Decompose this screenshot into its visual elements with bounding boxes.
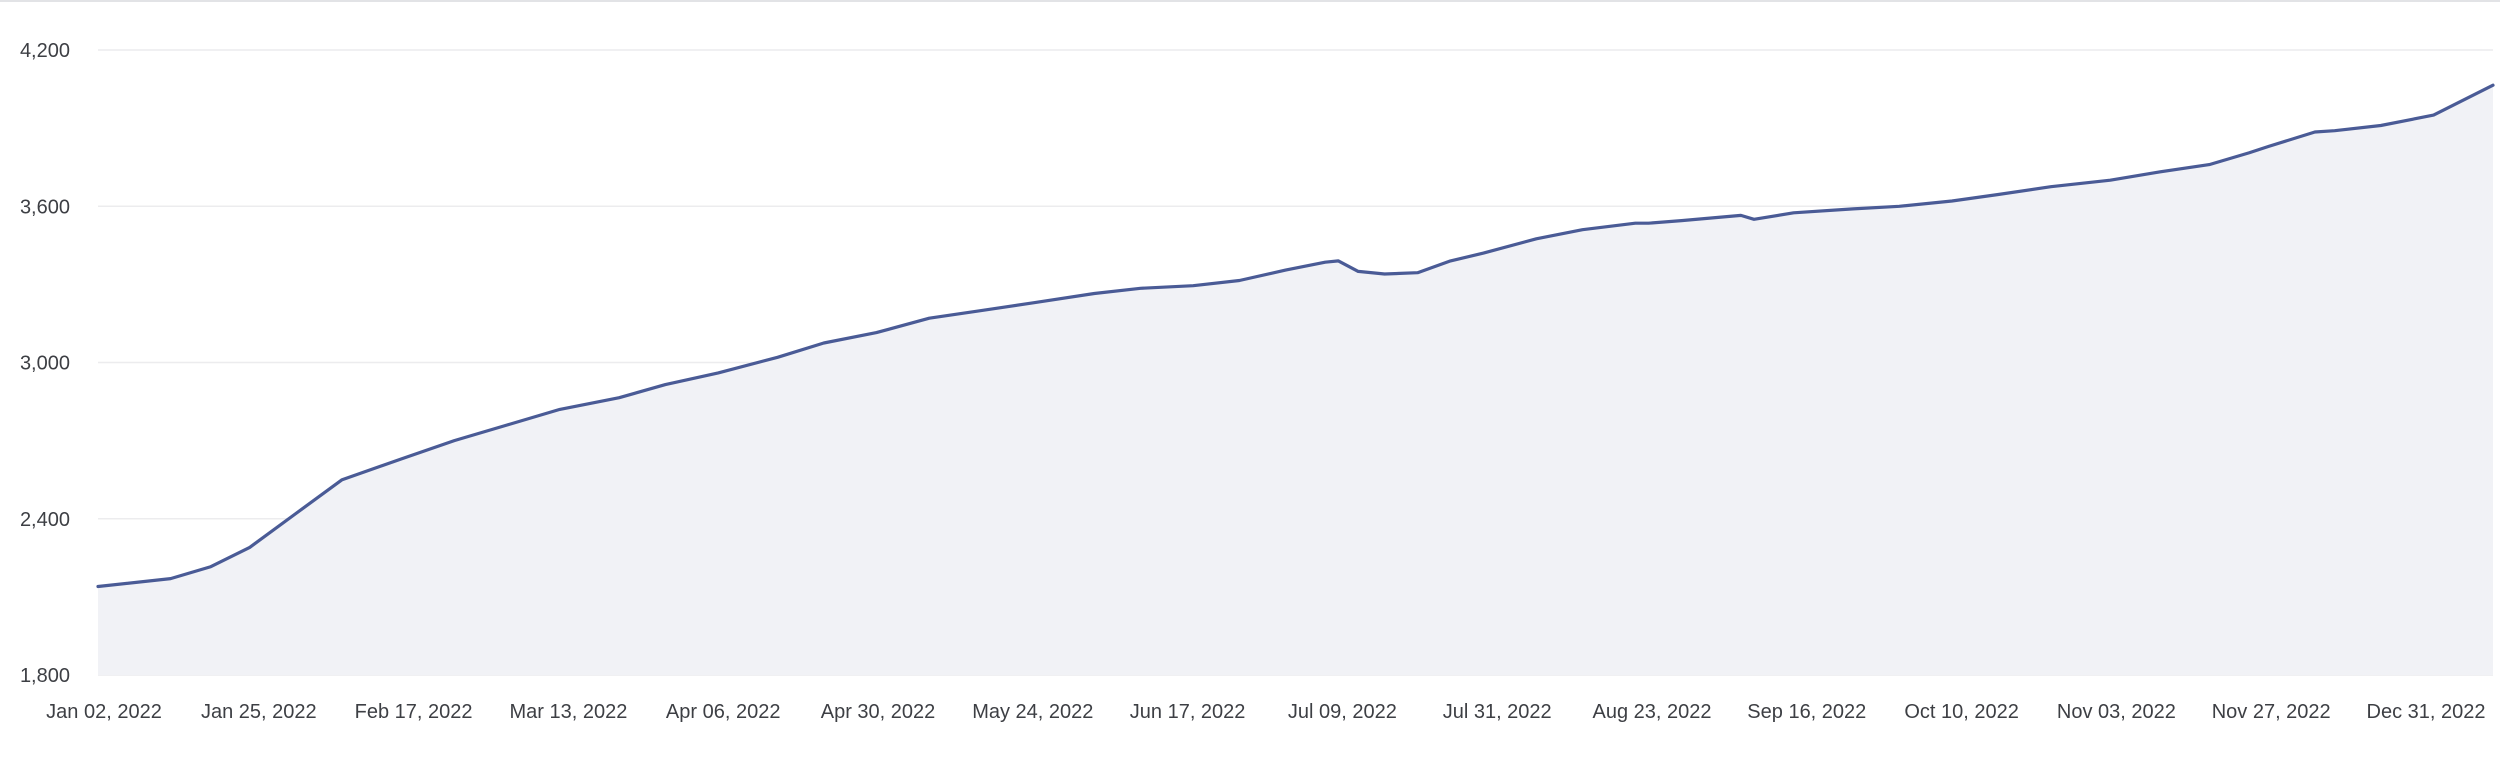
x-tick-label: Dec 31, 2022	[2367, 701, 2486, 723]
series-line	[96, 83, 2495, 589]
x-tick-label: Jan 02, 2022	[46, 701, 162, 723]
x-tick-label: Jun 17, 2022	[1130, 701, 1246, 723]
x-axis: Jan 02, 2022 Jan 25, 2022 Feb 17, 2022 Mar …	[46, 701, 2485, 723]
x-tick-label: Apr 06, 2022	[666, 701, 781, 723]
top-border	[0, 0, 2500, 2]
series-area	[98, 85, 2493, 675]
x-tick-label: Nov 03, 2022	[2057, 701, 2176, 723]
area-fill	[98, 85, 2493, 675]
y-tick-label: 2,400	[20, 509, 70, 531]
y-tick-label: 4,200	[20, 40, 70, 62]
series-line-path	[96, 83, 2495, 589]
y-axis: 1,800 2,400 3,000 3,600 4,200	[20, 40, 70, 687]
x-tick-label: Jul 09, 2022	[1288, 701, 1397, 723]
x-tick-label: Mar 13, 2022	[509, 701, 627, 723]
x-tick-label: Jan 25, 2022	[201, 701, 317, 723]
x-tick-label: Apr 30, 2022	[821, 701, 936, 723]
x-tick-label: Sep 16, 2022	[1747, 701, 1866, 723]
y-tick-label: 3,000	[20, 353, 70, 375]
x-tick-label: Nov 27, 2022	[2212, 701, 2331, 723]
y-tick-label: 1,800	[20, 665, 70, 687]
x-tick-label: Aug 23, 2022	[1593, 701, 1712, 723]
x-tick-label: Jul 31, 2022	[1443, 701, 1552, 723]
y-tick-label: 3,600	[20, 196, 70, 218]
x-tick-label: May 24, 2022	[972, 701, 1093, 723]
x-tick-label: Feb 17, 2022	[355, 701, 473, 723]
x-tick-label: Oct 10, 2022	[1904, 701, 2019, 723]
